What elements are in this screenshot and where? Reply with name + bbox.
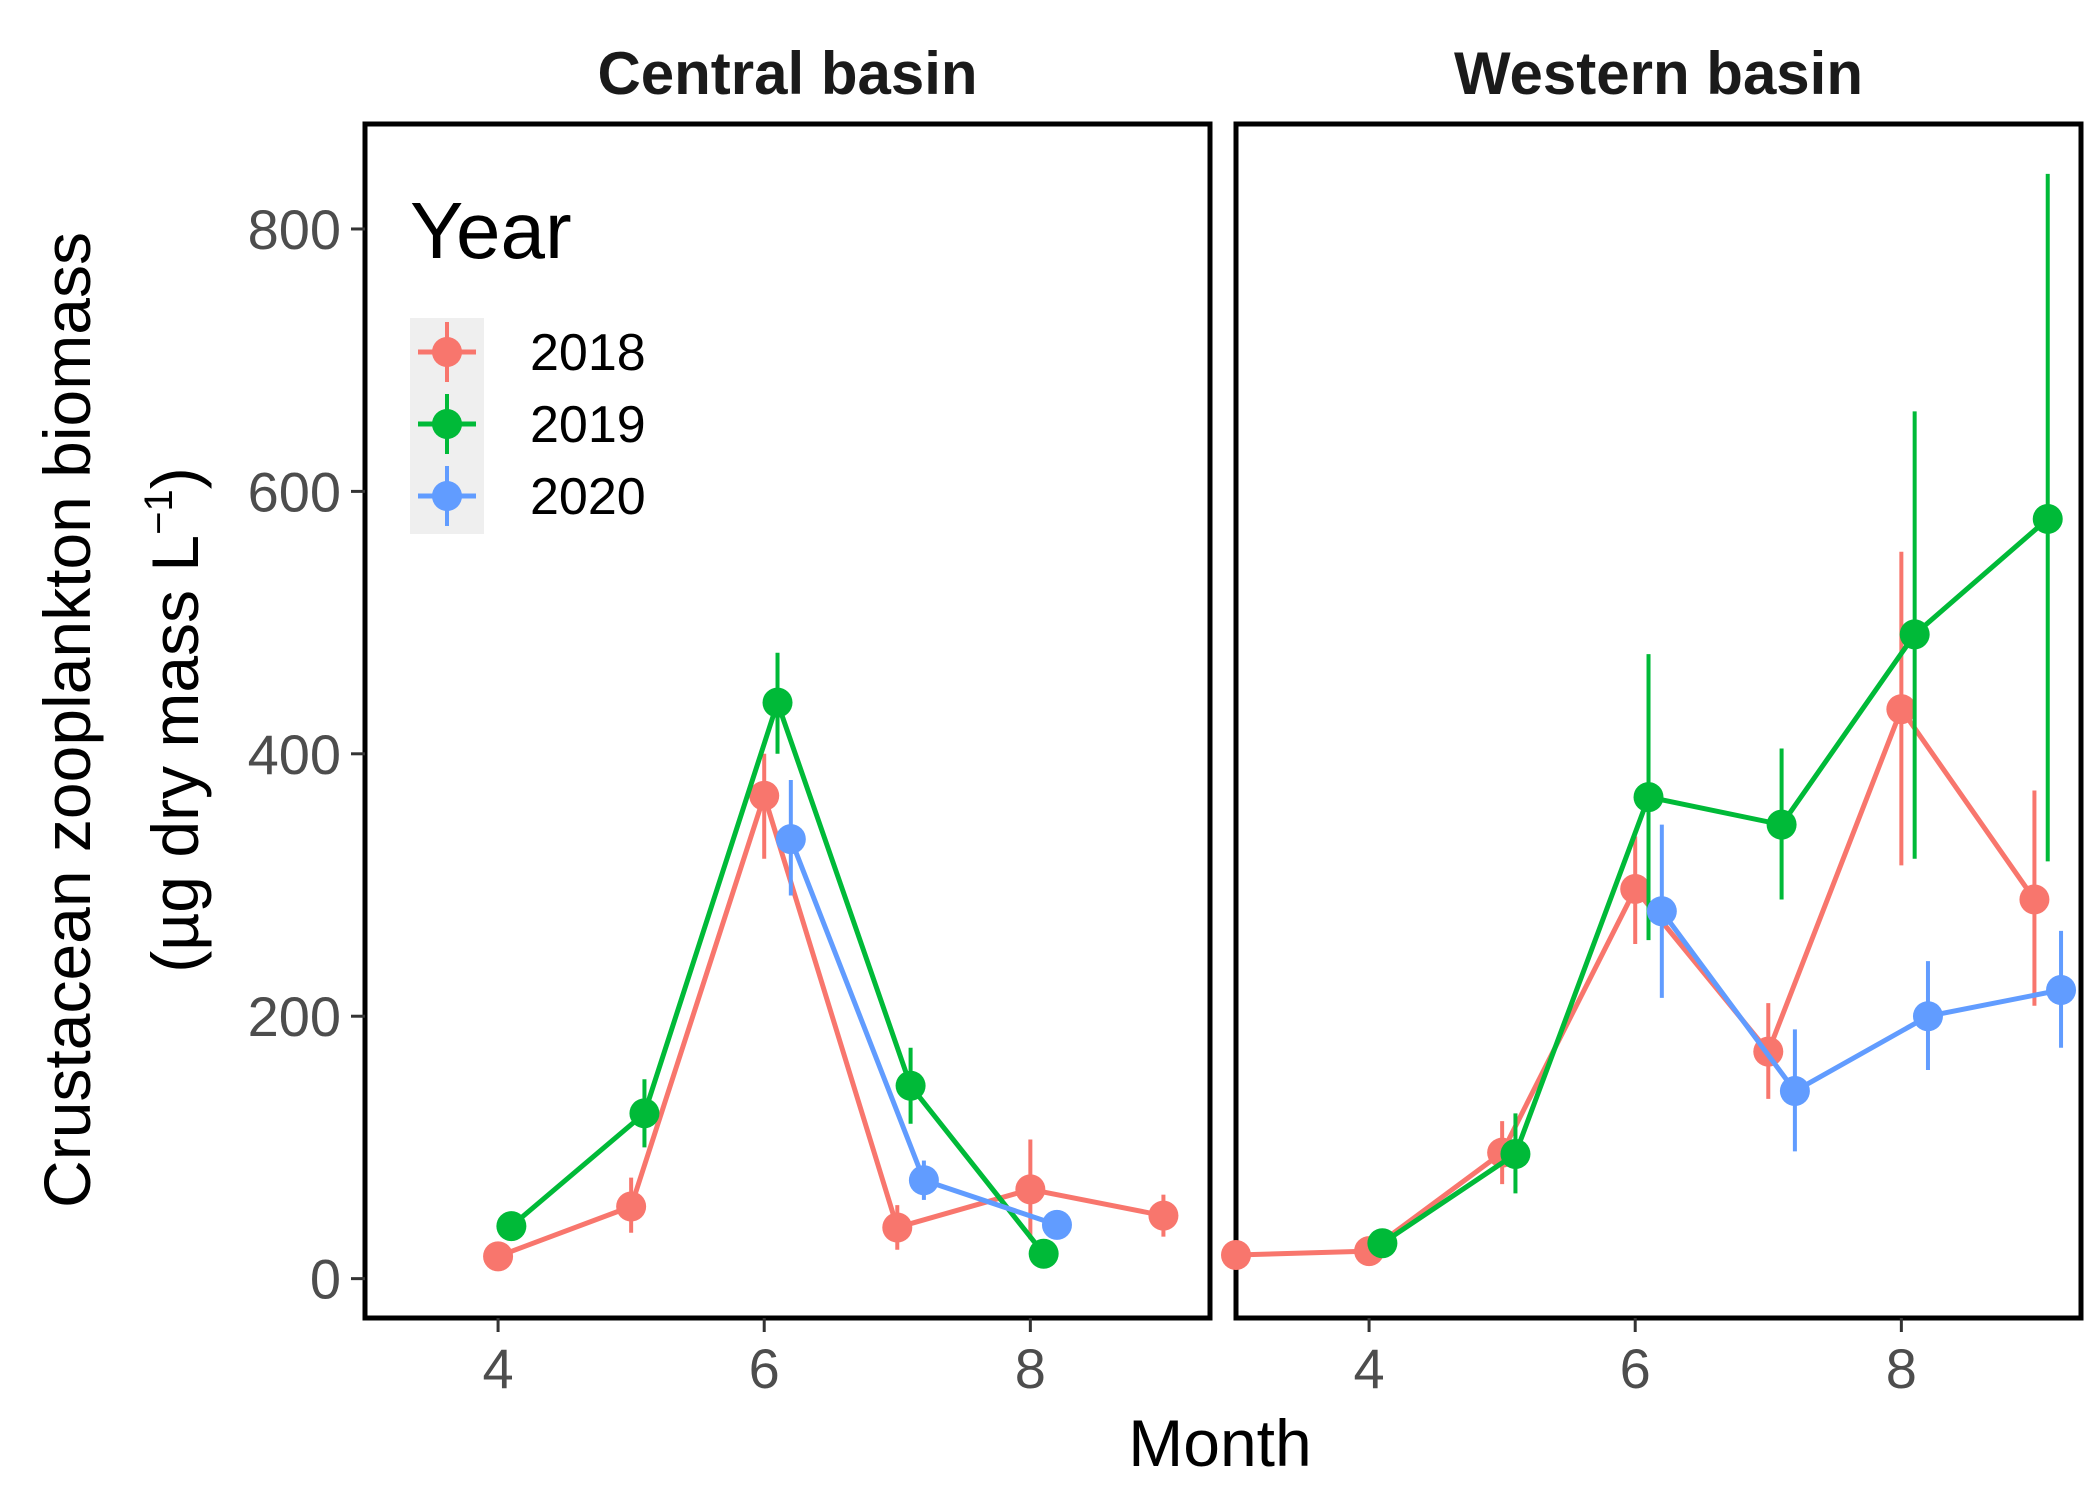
data-point — [1779, 1076, 1810, 1107]
x-tick-label: 4 — [482, 1337, 513, 1400]
data-point — [1886, 694, 1917, 725]
series-line-2020 — [1659, 909, 2062, 1094]
y-tick-label: 400 — [248, 723, 341, 786]
series-2020-panel-0 — [775, 780, 1072, 1240]
data-point — [1500, 1138, 1531, 1169]
y-tick-label: 600 — [248, 460, 341, 523]
data-point — [1899, 619, 1930, 650]
y-axis-title-superscript: −1 — [137, 489, 181, 535]
data-point — [483, 1241, 514, 1272]
data-point — [1633, 782, 1664, 813]
series-2019-panel-1 — [1367, 173, 2063, 1259]
legend: Year 2018 2019 2020 — [410, 186, 646, 534]
legend-title: Year — [410, 186, 572, 275]
legend-label: 2019 — [530, 396, 646, 454]
legend-key-point — [432, 337, 462, 367]
legend-item-2020: 2020 — [418, 466, 646, 526]
y-axis-title-line1: Crustacean zooplankton biomass — [30, 232, 104, 1208]
y-tick-label: 200 — [248, 985, 341, 1048]
data-point — [908, 1165, 939, 1196]
data-point — [895, 1070, 926, 1101]
data-point — [2032, 503, 2063, 534]
data-point — [1367, 1228, 1398, 1259]
legend-item-2018: 2018 — [418, 322, 646, 382]
legend-items: 2018 2019 2020 — [418, 322, 646, 526]
series-2020-panel-1 — [1646, 824, 2077, 1152]
y-axis-title-prefix: (µg dry mass L — [138, 535, 212, 973]
data-point — [1221, 1240, 1251, 1271]
series-2019-panel-0 — [496, 652, 1059, 1269]
y-axis-title: Crustacean zooplankton biomass (µg dry m… — [30, 232, 212, 1208]
data-point — [2019, 884, 2050, 915]
data-point — [629, 1098, 660, 1129]
legend-key-point — [432, 481, 462, 511]
panels: Central basin 4 6 8 0 200 400 600 800 Western bas… — [248, 40, 2084, 1400]
legend-label: 2020 — [530, 468, 646, 526]
legend-label: 2018 — [530, 324, 646, 382]
data-point — [1028, 1238, 1059, 1269]
data-point — [616, 1191, 647, 1222]
data-point — [1646, 896, 1677, 927]
data-point — [1015, 1174, 1046, 1205]
data-point — [496, 1211, 527, 1242]
x-tick-label: 8 — [1886, 1337, 1917, 1400]
panel-border-1 — [1233, 121, 2084, 1321]
y-tick-label: 800 — [248, 198, 341, 261]
data-point — [1766, 809, 1797, 840]
y-axis-title-suffix: ) — [138, 467, 212, 489]
data-point — [2046, 974, 2077, 1005]
series-line-2019 — [509, 700, 1046, 1256]
series-line-2019 — [1380, 517, 2050, 1246]
panel-title-1: Western basin — [1454, 40, 1863, 107]
x-axis-title: Month — [1128, 1406, 1311, 1480]
data-point — [882, 1212, 913, 1243]
series-line-2018 — [497, 793, 1164, 1259]
y-tick-label: 0 — [310, 1248, 341, 1311]
legend-item-2019: 2019 — [418, 394, 646, 454]
data-point — [775, 824, 806, 855]
panel-border-0 — [362, 121, 1213, 1321]
panel-title-0: Central basin — [597, 40, 977, 107]
series-2018-panel-1 — [1221, 551, 2050, 1271]
x-tick-label: 6 — [749, 1337, 780, 1400]
data-point — [762, 687, 793, 718]
y-axis-title-line2: (µg dry mass L−1) — [137, 467, 212, 972]
x-tick-label: 4 — [1353, 1337, 1384, 1400]
panel-1: Western basin 4 6 8 — [1221, 40, 2084, 1400]
legend-key-point — [432, 409, 462, 439]
data-point — [1148, 1200, 1179, 1231]
data-point — [1620, 873, 1651, 904]
panel-0: Central basin 4 6 8 0 200 400 600 800 — [248, 40, 1213, 1400]
data-point — [749, 780, 780, 811]
data-point — [1041, 1209, 1072, 1240]
series-2018-panel-0 — [483, 753, 1179, 1272]
x-tick-label: 8 — [1015, 1337, 1046, 1400]
data-point — [1912, 1001, 1943, 1032]
x-tick-label: 6 — [1620, 1337, 1651, 1400]
